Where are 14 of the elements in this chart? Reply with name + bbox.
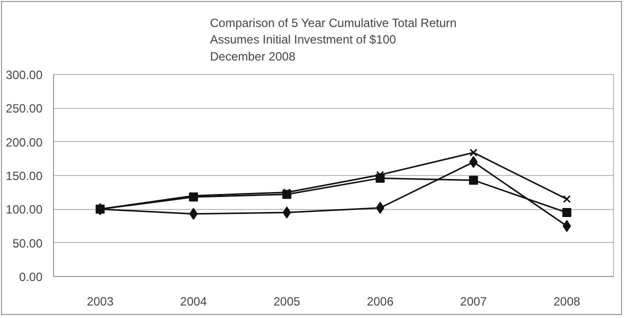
x-tick-label: 2005 [273, 294, 301, 308]
y-tick-label: 0.00 [19, 270, 43, 284]
x-tick-label: 2006 [366, 294, 394, 308]
y-tick-label: 250.00 [6, 102, 43, 116]
x-tick-label: 2003 [86, 294, 114, 308]
y-tick-label: 200.00 [6, 135, 43, 150]
y-tick-label: 150.00 [6, 169, 43, 183]
x-tick-label: 2007 [460, 294, 488, 308]
y-tick-label: 100.00 [6, 202, 43, 217]
chart-title: Comparison of 5 Year Cumulative Total Return Assumes Initial Investment of $100 December 2008 [210, 16, 457, 64]
y-tick-label: 50.00 [12, 236, 43, 250]
y-tick-label: 300.00 [6, 68, 43, 82]
x-tick-label: 2004 [180, 294, 208, 308]
x-tick-label: 2008 [553, 294, 581, 308]
